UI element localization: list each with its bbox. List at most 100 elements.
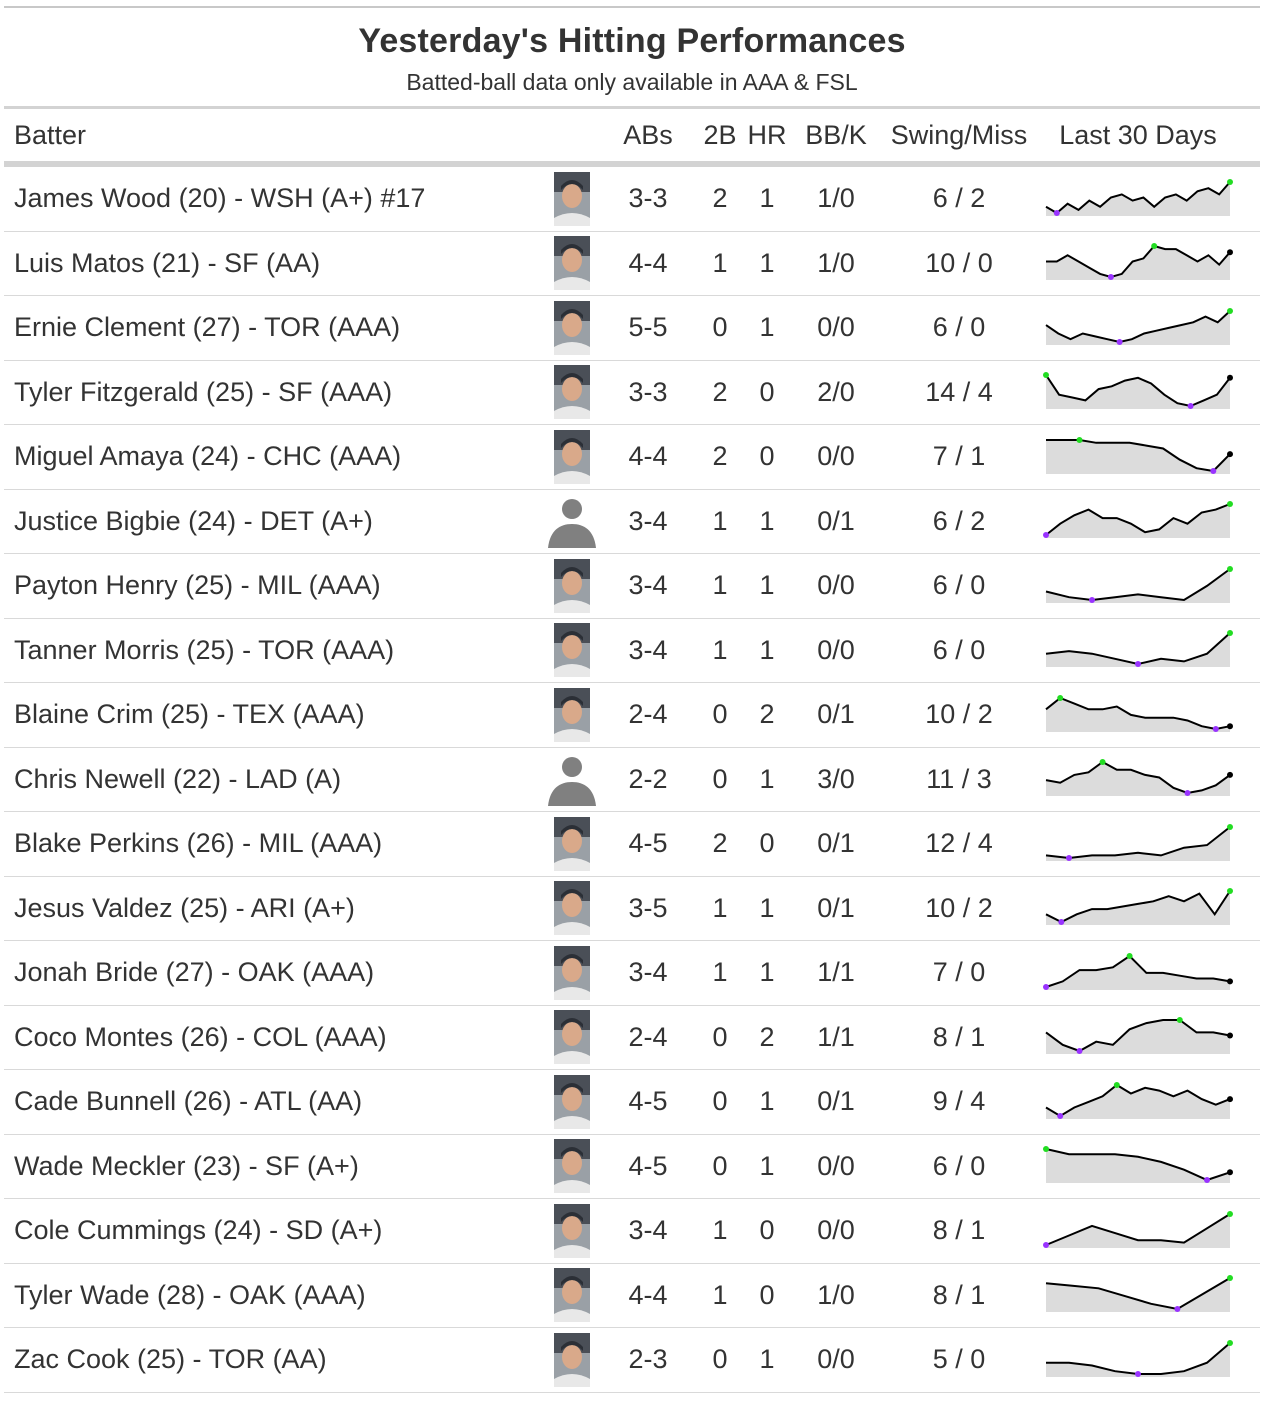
- sparkline-cell: [1036, 501, 1240, 541]
- doubles-value: 2: [712, 376, 728, 407]
- header-bbk: BB/K: [805, 119, 867, 150]
- sparkline-last-point: [1227, 249, 1233, 256]
- table-row: Tanner Morris (25) - TOR (AAA) 3-4 1 1 0/0 6 …: [4, 619, 1260, 683]
- swing-miss-value: 6 / 0: [932, 570, 986, 601]
- doubles-value: 1: [712, 570, 728, 601]
- swing-miss-value: 10 / 2: [925, 699, 993, 730]
- hitting-table: Yesterday's Hitting Performances Batted-…: [4, 6, 1260, 1393]
- sparkline-low-point: [1043, 983, 1049, 990]
- sparkline-cell: [1036, 888, 1240, 928]
- swing-miss-value: 7 / 1: [932, 441, 986, 472]
- sparkline: [1043, 1210, 1233, 1248]
- sparkline: [1043, 372, 1233, 410]
- table-title: Yesterday's Hitting Performances: [358, 22, 906, 60]
- sparkline-high-point: [1151, 243, 1158, 250]
- sparkline-line: [1045, 567, 1231, 601]
- sparkline-area: [1046, 1020, 1230, 1055]
- batter-name: Cole Cummings (24) - SD (A+): [14, 1215, 383, 1246]
- sparkline-line: [1046, 245, 1231, 279]
- player-photo: [554, 236, 590, 291]
- sparkline: [1043, 501, 1233, 539]
- sparkline-area: [1046, 439, 1230, 474]
- silhouette-icon: [548, 499, 596, 549]
- sparkline-area: [1046, 697, 1230, 732]
- sparkline-area: [1046, 310, 1230, 345]
- batter-name: Justice Bigbie (24) - DET (A+): [14, 505, 373, 536]
- abs-value: 4-4: [628, 247, 668, 278]
- swing-miss-value: 10 / 0: [925, 247, 993, 278]
- table-row: Justice Bigbie (24) - DET (A+) 3-4 1 1 0/1 6 …: [4, 490, 1260, 554]
- player-photo: [554, 1074, 590, 1129]
- batter-name: Tyler Wade (28) - OAK (AAA): [14, 1279, 366, 1310]
- bbk-value: 0/1: [817, 505, 855, 536]
- table-body: James Wood (20) - WSH (A+) #17 3-3 2 1 1/0 6 …: [4, 167, 1260, 1393]
- hr-value: 1: [759, 892, 775, 923]
- table-row: Wade Meckler (23) - SF (A+) 4-5 0 1 0/0 6 / 0: [4, 1135, 1260, 1199]
- photo-cell: [544, 1010, 600, 1065]
- swing-miss-value: 14 / 4: [925, 376, 993, 407]
- sparkline-high-point: [1043, 372, 1049, 379]
- abs-value: 2-4: [628, 699, 668, 730]
- sparkline-cell: [1036, 565, 1240, 606]
- sparkline-line: [1045, 1277, 1231, 1311]
- sparkline-last-point: [1227, 1169, 1233, 1176]
- photo-cell: [544, 300, 600, 355]
- header-rule: [4, 106, 1260, 109]
- bbk-value: 0/1: [817, 1086, 855, 1117]
- sparkline-area: [1046, 1342, 1230, 1377]
- table-subtitle: Batted-ball data only available in AAA &…: [406, 69, 858, 95]
- photo-cell: [544, 1332, 600, 1387]
- sparkline-cell: [1036, 372, 1240, 412]
- doubles-value: 0: [712, 1150, 728, 1181]
- sparkline-cell: [1036, 1275, 1240, 1315]
- doubles-value: 1: [712, 247, 728, 278]
- swing-miss-value: 6 / 0: [932, 312, 986, 343]
- bbk-value: 1/0: [817, 183, 855, 214]
- photo-cell: [544, 881, 600, 936]
- bbk-value: 0/1: [817, 828, 855, 859]
- sparkline-last-point: [1227, 978, 1233, 985]
- swing-miss-value: 6 / 0: [932, 1150, 986, 1181]
- sparkline-low-point: [1184, 790, 1191, 797]
- abs-value: 4-5: [628, 1150, 668, 1181]
- sparkline-low-point: [1057, 1112, 1064, 1119]
- table-row: Jesus Valdez (25) - ARI (A+) 3-5 1 1 0/1 10 /…: [4, 877, 1260, 941]
- photo-cell: [544, 687, 600, 742]
- photo-cell: [544, 494, 600, 549]
- sparkline-line: [1045, 761, 1231, 795]
- silhouette-icon: [548, 757, 596, 807]
- sparkline-low-point: [1212, 725, 1219, 732]
- hr-value: 0: [759, 828, 775, 859]
- sparkline-high-point: [1043, 1146, 1049, 1153]
- sparkline-cell: [1036, 1017, 1240, 1057]
- abs-value: 4-4: [628, 441, 668, 472]
- sparkline-area: [1046, 375, 1230, 410]
- sparkline-cell: [1036, 1210, 1240, 1251]
- sparkline-line: [1045, 1212, 1231, 1246]
- sparkline-area: [1046, 633, 1230, 668]
- header-swing-miss: Swing/Miss: [890, 119, 1028, 150]
- sparkline-high-point: [1227, 501, 1233, 508]
- swing-miss-value: 10 / 2: [925, 892, 993, 923]
- hr-value: 1: [759, 1086, 775, 1117]
- sparkline: [1045, 823, 1233, 861]
- doubles-value: 0: [712, 1344, 728, 1375]
- sparkline-high-point: [1126, 952, 1133, 959]
- sparkline-area: [1046, 1278, 1230, 1313]
- header-last-30-days: Last 30 Days: [1059, 119, 1217, 150]
- header-doubles: 2B: [703, 119, 737, 150]
- table-row: Payton Henry (25) - MIL (AAA) 3-4 1 1 0/0 6 /…: [4, 554, 1260, 619]
- player-photo: [554, 1139, 590, 1194]
- batter-name: Cade Bunnell (26) - ATL (AA): [14, 1086, 363, 1117]
- table-row: Cade Bunnell (26) - ATL (AA) 4-5 0 1 0/1 9 / …: [4, 1070, 1260, 1135]
- photo-cell: [544, 558, 600, 613]
- batter-name: Wade Meckler (23) - SF (A+): [14, 1150, 359, 1181]
- doubles-value: 1: [712, 957, 728, 988]
- doubles-value: 0: [712, 1021, 728, 1052]
- sparkline: [1046, 436, 1233, 474]
- player-photo: [554, 365, 590, 420]
- sparkline-last-point: [1227, 450, 1233, 457]
- player-photo: [554, 816, 590, 871]
- sparkline-high-point: [1227, 565, 1233, 572]
- abs-value: 3-4: [628, 957, 668, 988]
